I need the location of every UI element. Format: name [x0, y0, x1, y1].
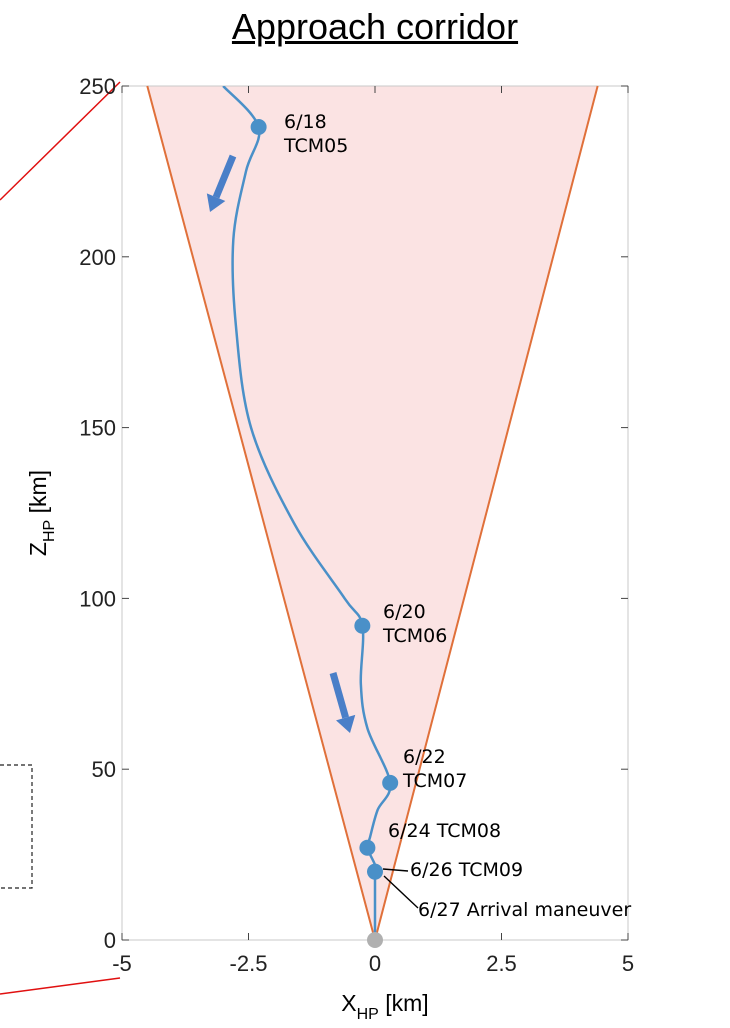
maneuver-point — [382, 774, 399, 791]
maneuver-label: 6/18 — [284, 111, 327, 133]
x-tick-label: 0 — [369, 951, 381, 976]
x-tick-label: 2.5 — [486, 951, 517, 976]
maneuver-leader-line — [382, 868, 409, 872]
x-tick-label: -2.5 — [230, 951, 268, 976]
corridor-boundary-right — [374, 85, 599, 941]
maneuver-point — [250, 118, 267, 135]
direction-arrow-lower-head — [336, 714, 356, 733]
connector-line-bottom — [0, 977, 121, 995]
y-tick-label: 100 — [79, 586, 116, 611]
corridor-boundary-left — [146, 85, 376, 941]
y-tick-label: 250 — [79, 74, 116, 99]
x-tick-label: -5 — [112, 951, 132, 976]
y-axis-label-main: Z — [25, 542, 51, 556]
maneuver-label: 6/26 TCM09 — [410, 859, 523, 881]
y-axis-label-sub: HP — [41, 520, 58, 542]
maneuver-point — [354, 617, 371, 634]
y-axis-label: ZHP [km] — [25, 470, 58, 556]
direction-arrow-lower-shaft — [329, 672, 350, 719]
y-tick-label: 0 — [104, 928, 116, 953]
corridor-fill — [147, 86, 598, 940]
direction-arrow-upper-shaft — [212, 154, 237, 199]
maneuver-label: 6/27 Arrival maneuver — [418, 899, 631, 921]
target-point — [367, 932, 383, 948]
maneuver-label: TCM07 — [402, 770, 467, 792]
y-tick-label: 150 — [79, 416, 116, 441]
x-tick-label: 5 — [622, 951, 634, 976]
connector-line-top — [0, 81, 121, 201]
maneuver-label: 6/20 — [383, 601, 426, 623]
maneuver-label: 6/24 TCM08 — [388, 820, 501, 842]
maneuver-leader-line — [383, 875, 419, 909]
x-axis-label: XHP [km] — [341, 990, 428, 1023]
maneuver-label: TCM06 — [382, 625, 447, 647]
x-axis-label-main: X — [341, 990, 356, 1016]
maneuver-label: TCM05 — [283, 135, 348, 157]
dashed-inset-box — [0, 764, 33, 889]
maneuver-point — [359, 839, 376, 856]
x-axis-label-sub: HP — [357, 1006, 379, 1023]
y-axis-label-unit: [km] — [25, 470, 51, 520]
maneuver-point — [367, 863, 383, 880]
y-tick-label: 50 — [92, 757, 116, 782]
direction-arrow-upper-head — [206, 193, 226, 212]
chart-title: Approach corridor — [231, 6, 519, 47]
y-tick-label: 200 — [79, 245, 116, 270]
maneuver-label: 6/22 — [403, 746, 446, 768]
x-axis-label-unit: [km] — [379, 990, 429, 1016]
